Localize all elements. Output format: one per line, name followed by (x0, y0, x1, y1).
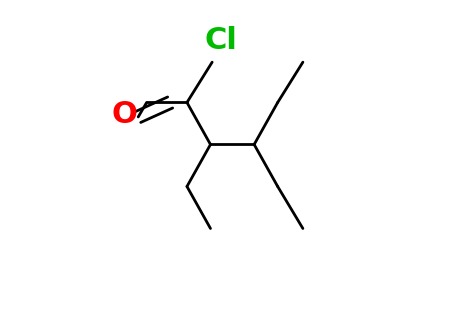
Text: Cl: Cl (204, 26, 237, 55)
Text: O: O (112, 100, 138, 129)
